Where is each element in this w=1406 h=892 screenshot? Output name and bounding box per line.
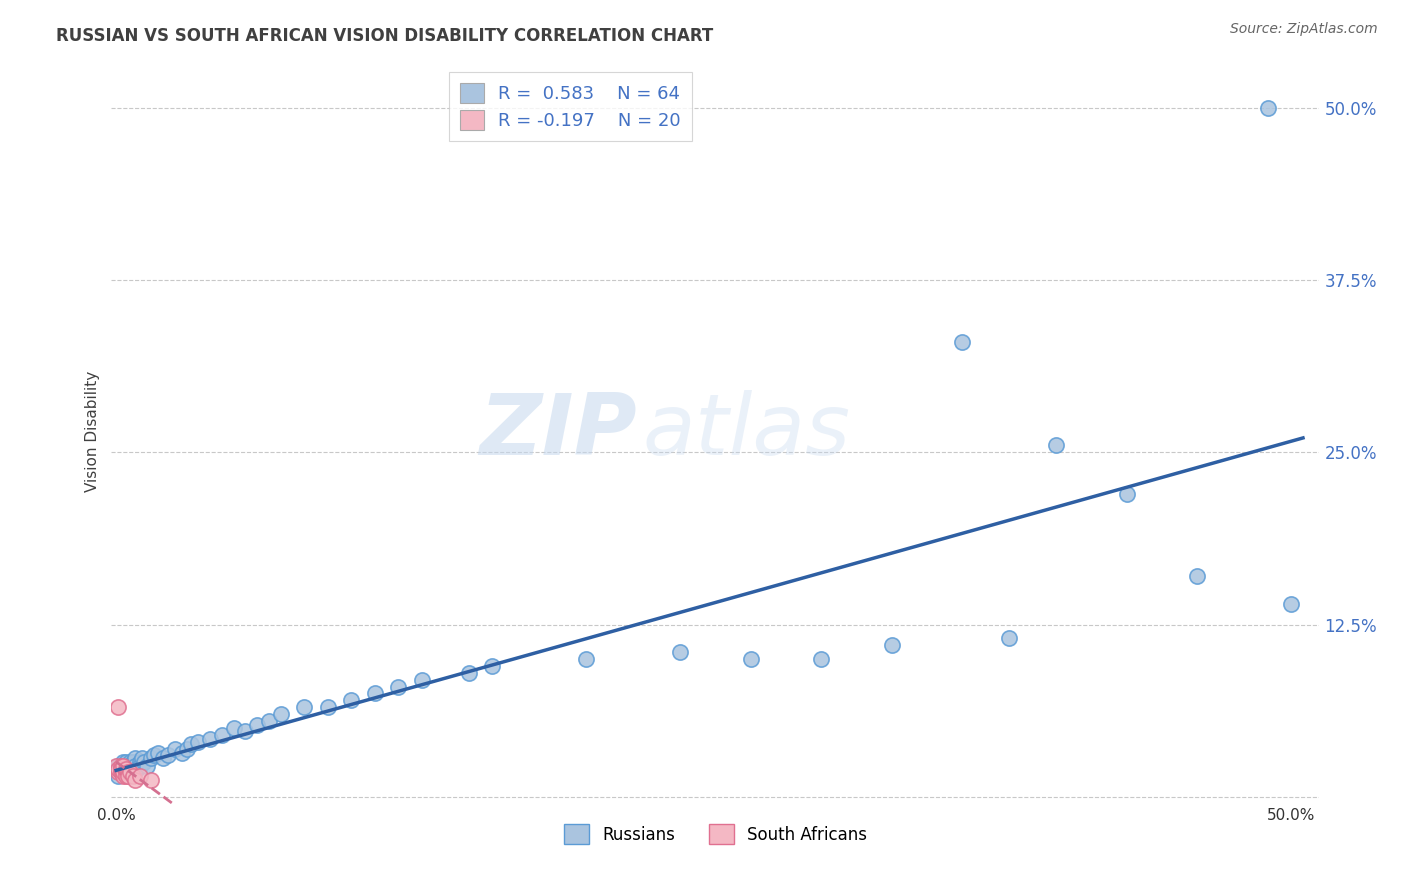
Point — [112, 764, 135, 779]
Point — [222, 721, 245, 735]
Point — [411, 673, 433, 687]
Point — [110, 759, 132, 773]
Point — [163, 741, 186, 756]
Point — [292, 700, 315, 714]
Point — [121, 756, 143, 770]
Point — [120, 764, 142, 779]
Point — [110, 764, 132, 779]
Text: Source: ZipAtlas.com: Source: ZipAtlas.com — [1230, 22, 1378, 37]
Point — [110, 762, 132, 776]
Point — [128, 769, 150, 783]
Point — [246, 718, 269, 732]
Point — [114, 762, 136, 776]
Point — [211, 728, 233, 742]
Point — [117, 769, 139, 783]
Point — [141, 751, 163, 765]
Point — [740, 652, 762, 666]
Point — [1187, 569, 1209, 583]
Point — [235, 723, 257, 738]
Point — [112, 764, 135, 779]
Text: atlas: atlas — [643, 390, 851, 473]
Point — [1115, 486, 1137, 500]
Text: RUSSIAN VS SOUTH AFRICAN VISION DISABILITY CORRELATION CHART: RUSSIAN VS SOUTH AFRICAN VISION DISABILI… — [56, 27, 713, 45]
Point — [117, 759, 139, 773]
Point — [114, 762, 136, 776]
Point — [120, 756, 142, 770]
Point — [124, 773, 146, 788]
Point — [117, 764, 139, 779]
Point — [110, 759, 132, 773]
Point — [152, 751, 174, 765]
Point — [114, 756, 136, 770]
Point — [575, 652, 598, 666]
Point — [187, 734, 209, 748]
Point — [134, 756, 156, 770]
Point — [156, 748, 179, 763]
Point — [110, 762, 132, 776]
Point — [120, 762, 142, 776]
Text: ZIP: ZIP — [479, 390, 637, 473]
Point — [363, 686, 385, 700]
Point — [170, 746, 193, 760]
Point — [481, 658, 503, 673]
Point — [110, 764, 132, 779]
Point — [142, 748, 165, 763]
Point — [112, 756, 135, 770]
Point — [135, 759, 157, 773]
Point — [128, 756, 150, 770]
Point — [127, 762, 149, 776]
Point — [107, 759, 129, 773]
Point — [141, 773, 163, 788]
Point — [257, 714, 280, 728]
Point — [112, 762, 135, 776]
Point — [124, 759, 146, 773]
Point — [114, 759, 136, 773]
Point — [114, 764, 136, 779]
Point — [121, 759, 143, 773]
Point — [387, 680, 409, 694]
Point — [198, 731, 221, 746]
Point — [107, 769, 129, 783]
Point — [128, 759, 150, 773]
Point — [998, 632, 1021, 646]
Point — [107, 762, 129, 776]
Point — [121, 769, 143, 783]
Point — [148, 746, 170, 760]
Point — [107, 700, 129, 714]
Point — [107, 764, 129, 779]
Point — [950, 334, 973, 349]
Point — [114, 769, 136, 783]
Point — [1279, 597, 1302, 611]
Point — [107, 764, 129, 779]
Point — [112, 759, 135, 773]
Point — [316, 700, 339, 714]
Point — [669, 645, 692, 659]
Y-axis label: Vision Disability: Vision Disability — [86, 371, 100, 492]
Point — [105, 759, 128, 773]
Point — [457, 665, 479, 680]
Point — [180, 737, 202, 751]
Point — [176, 741, 198, 756]
Point — [1257, 101, 1279, 115]
Point — [112, 769, 135, 783]
Point — [880, 638, 903, 652]
Point — [340, 693, 363, 707]
Point — [131, 751, 153, 765]
Legend: R =  0.583    N = 64, R = -0.197    N = 20: R = 0.583 N = 64, R = -0.197 N = 20 — [450, 72, 692, 141]
Point — [270, 707, 292, 722]
Point — [810, 652, 832, 666]
Point — [124, 751, 146, 765]
Point — [117, 762, 139, 776]
Point — [1045, 438, 1067, 452]
Point — [117, 764, 139, 779]
